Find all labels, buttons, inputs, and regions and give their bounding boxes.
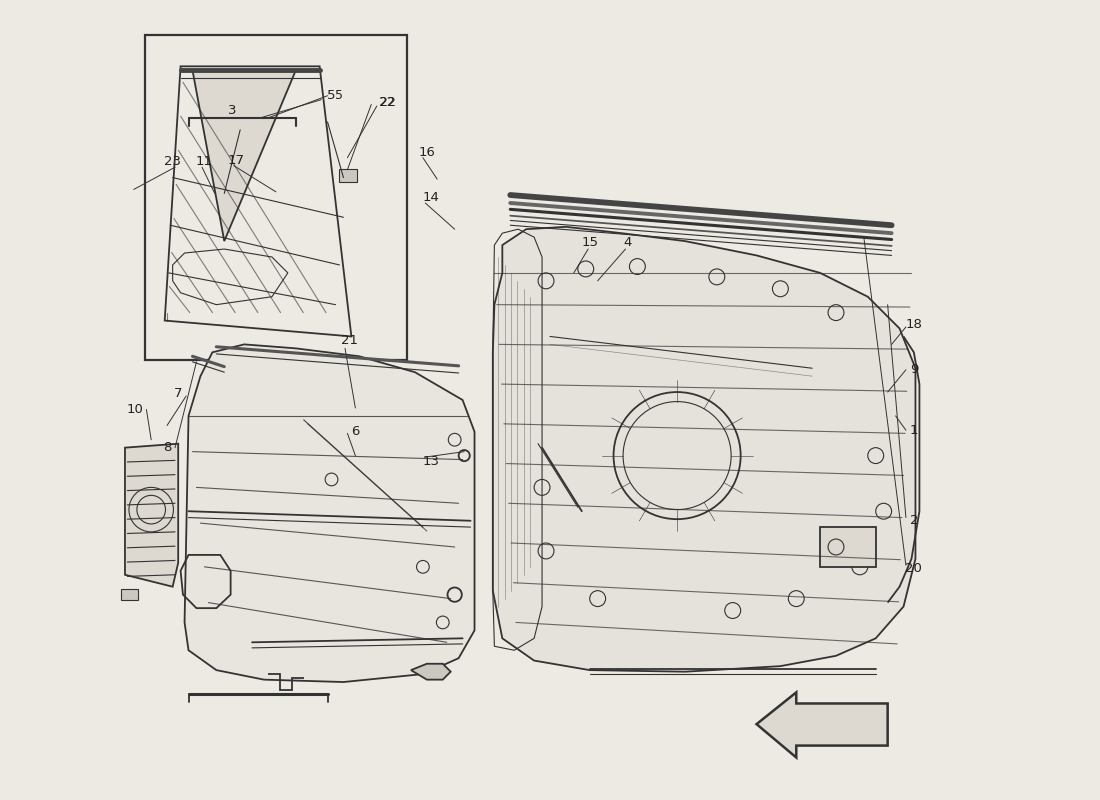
Polygon shape <box>493 227 915 672</box>
Text: 2: 2 <box>910 514 918 527</box>
Text: 5: 5 <box>336 90 343 102</box>
Text: 8: 8 <box>163 441 172 454</box>
Text: 7: 7 <box>174 387 183 400</box>
Bar <box>340 169 358 182</box>
Polygon shape <box>411 664 451 680</box>
Text: 22: 22 <box>378 95 396 109</box>
Text: 14: 14 <box>422 191 439 204</box>
Text: 3: 3 <box>228 103 236 117</box>
Polygon shape <box>757 692 888 758</box>
Text: 15: 15 <box>581 236 598 250</box>
Polygon shape <box>185 344 474 682</box>
Text: 17: 17 <box>228 154 244 166</box>
Text: 1: 1 <box>910 424 918 437</box>
Polygon shape <box>821 527 876 567</box>
Text: 20: 20 <box>905 562 922 575</box>
Text: 22: 22 <box>379 95 395 109</box>
Text: 13: 13 <box>422 455 439 469</box>
Text: 18: 18 <box>905 318 922 331</box>
Text: 23: 23 <box>164 155 182 168</box>
Bar <box>121 589 139 600</box>
Polygon shape <box>125 444 178 586</box>
Text: 6: 6 <box>351 426 360 438</box>
Text: 21: 21 <box>341 334 359 347</box>
Text: 4: 4 <box>624 236 632 250</box>
Text: 11: 11 <box>196 155 213 168</box>
Text: 16: 16 <box>418 146 436 158</box>
Text: 5: 5 <box>328 90 336 102</box>
Text: 9: 9 <box>910 363 918 376</box>
Text: 10: 10 <box>126 403 144 416</box>
Polygon shape <box>192 70 296 241</box>
